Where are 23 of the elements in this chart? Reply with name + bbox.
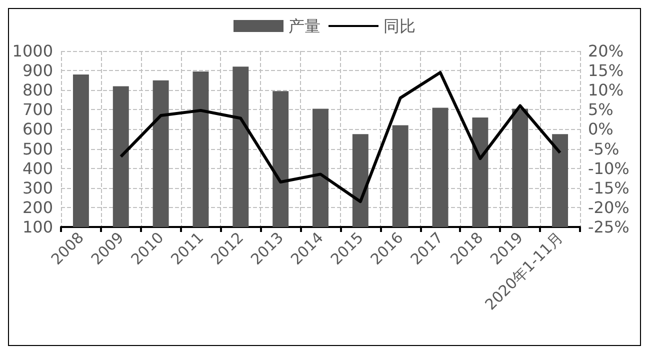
y2-tick-label: -20% xyxy=(588,198,630,217)
y2-tick-label: 20% xyxy=(588,42,624,60)
y-tick-label: 800 xyxy=(22,80,53,100)
y-tick-label: 600 xyxy=(22,120,53,139)
legend-label: 同比 xyxy=(384,16,416,36)
y2-tick-label: -25% xyxy=(588,218,630,236)
y-tick-label: 1000 xyxy=(12,42,53,60)
y2-tick-label: 15% xyxy=(588,61,624,80)
legend-label: 产量 xyxy=(288,16,320,36)
y-tick-label: 900 xyxy=(22,61,53,80)
y-tick-label: 300 xyxy=(22,178,53,198)
y2-tick-label: -10% xyxy=(588,158,630,178)
y-tick-label: 700 xyxy=(22,100,53,120)
y2-tick-label: 10% xyxy=(588,80,624,100)
y2-tick-label: -15% xyxy=(588,178,630,198)
y-tick-label: 200 xyxy=(22,198,53,217)
line-series xyxy=(119,71,562,204)
y-tick-label: 500 xyxy=(22,139,53,158)
y2-tick-label: -5% xyxy=(588,139,620,158)
y2-tick-label: 5% xyxy=(588,100,614,120)
y2-tick-label: 0% xyxy=(588,120,614,139)
y-tick-label: 100 xyxy=(22,218,53,236)
y-tick-label: 400 xyxy=(22,158,53,178)
